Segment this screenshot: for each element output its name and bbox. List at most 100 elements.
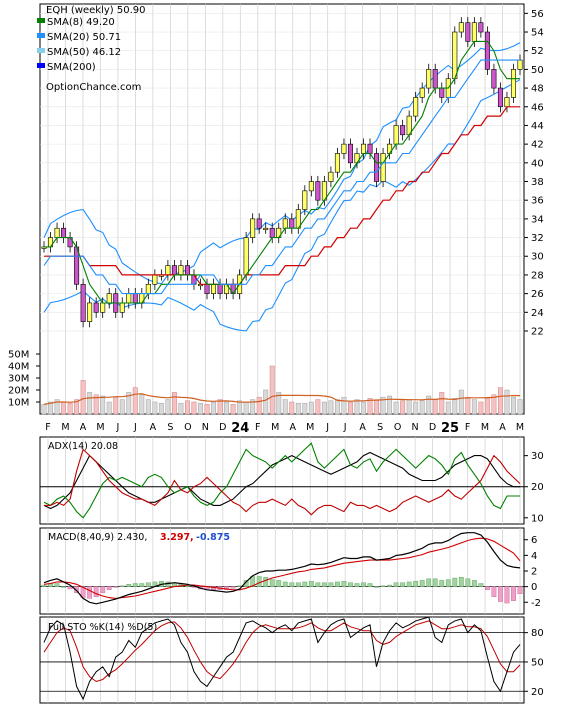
macd-histogram-bar xyxy=(269,579,275,587)
macd-histogram-bar xyxy=(119,585,125,587)
price-tick-label: 52 xyxy=(531,46,544,57)
volume-tick-label: 50M xyxy=(8,350,29,361)
volume-bar xyxy=(321,401,327,415)
macd-histogram-bar xyxy=(67,586,73,590)
macd-histogram-bar xyxy=(341,580,347,587)
candle-body xyxy=(132,293,138,304)
candle-body xyxy=(178,265,184,276)
volume-bar xyxy=(458,389,464,415)
x-axis-label: S xyxy=(167,422,173,433)
macd-tick-label: 0 xyxy=(531,582,537,593)
volume-bar xyxy=(374,399,379,415)
candle-body xyxy=(347,143,353,164)
x-axis-label: M xyxy=(306,422,314,433)
macd-histogram-bar xyxy=(387,584,392,587)
candle-body xyxy=(478,22,484,33)
x-axis-label: A xyxy=(359,422,366,433)
x-axis-label: S xyxy=(377,422,383,433)
macd-histogram-bar xyxy=(354,583,360,587)
adx-tick-label: 30 xyxy=(531,451,544,462)
adx-tick-label: 20 xyxy=(531,482,544,493)
volume-bar xyxy=(145,399,151,415)
candle-body xyxy=(374,153,380,182)
volume-tick-label: 10M xyxy=(8,398,29,409)
volume-bar xyxy=(191,401,197,415)
x-axis-label: J xyxy=(343,422,347,433)
volume-bar xyxy=(328,400,334,415)
macd-histogram-bar xyxy=(276,580,282,587)
macd-histogram-bar xyxy=(452,577,458,587)
candle-body xyxy=(432,69,438,89)
macd-histogram-bar xyxy=(308,580,314,587)
volume-bar xyxy=(276,392,282,415)
volume-bar xyxy=(106,401,112,415)
candle-body xyxy=(426,69,432,89)
candle-body xyxy=(361,143,367,154)
macd-histogram-bar xyxy=(315,582,321,587)
macd-histogram-bar xyxy=(321,582,327,587)
legend-swatch xyxy=(37,18,45,23)
candle-body xyxy=(54,227,60,238)
candle-body xyxy=(126,293,132,304)
legend-label: SMA(20) 50.71 xyxy=(47,32,121,43)
adx-series-di xyxy=(43,442,520,519)
candle-body xyxy=(367,143,373,154)
volume-bar xyxy=(387,395,393,415)
volume-bar xyxy=(413,401,419,415)
candle-body xyxy=(302,190,308,210)
candle-body xyxy=(165,265,171,276)
candle-body xyxy=(497,87,503,108)
volume-bar xyxy=(132,387,138,415)
candle-body xyxy=(204,283,210,294)
macd-histogram-bar xyxy=(302,581,308,587)
volume-bar xyxy=(80,380,86,415)
candle-body xyxy=(380,153,386,182)
sma50-line xyxy=(44,106,520,285)
macd-histogram-bar xyxy=(517,586,523,594)
price-tick-label: 42 xyxy=(531,140,544,151)
price-tick-label: 46 xyxy=(531,102,544,113)
volume-bar xyxy=(269,365,275,415)
candle-body xyxy=(315,181,321,201)
volume-bar xyxy=(250,399,256,415)
candle-body xyxy=(263,227,269,231)
x-axis-label: D xyxy=(429,422,436,433)
price-tick-label: 54 xyxy=(531,28,544,39)
macd-tick-label: -2 xyxy=(531,598,541,609)
macd-histogram-bar xyxy=(282,581,288,587)
x-axis-label: 24 xyxy=(231,421,249,436)
candle-body xyxy=(171,265,177,276)
candle-body xyxy=(217,283,223,294)
macd-histogram-bar xyxy=(432,578,438,587)
volume-bar xyxy=(406,399,412,415)
x-axis-label: F xyxy=(45,422,50,433)
x-axis: F M A M J J A S O N D 24 F M A M J J A S O N D 25 F M A M xyxy=(45,421,524,436)
macd-histogram-bar xyxy=(256,576,262,587)
macd-histogram-bar xyxy=(484,586,490,590)
macd-histogram-bar xyxy=(100,586,106,594)
macd-title-main: MACD(8,40,9) 2.430, xyxy=(48,532,147,543)
candle-body xyxy=(328,171,334,182)
macd-histogram-bar xyxy=(139,583,145,587)
price-tick-label: 40 xyxy=(531,158,544,169)
macd-histogram-bar xyxy=(348,582,353,587)
x-axis-label: J xyxy=(325,422,329,433)
macd-histogram-bar xyxy=(393,582,399,587)
macd-title-signal: 3.297, xyxy=(160,532,194,543)
candle-body xyxy=(400,125,406,136)
volume-bar xyxy=(367,398,373,415)
macd-title-hist: -0.875 xyxy=(196,532,230,543)
macd-histogram-bar xyxy=(106,586,112,590)
volume-bar xyxy=(217,399,223,415)
candle-body xyxy=(491,69,497,89)
volume-bar xyxy=(256,396,262,415)
volume-bar xyxy=(393,401,399,415)
macd-histogram-bar xyxy=(406,581,412,587)
volume-bar xyxy=(419,400,425,415)
x-axis-label: O xyxy=(394,422,401,433)
macd-line xyxy=(43,532,521,605)
x-axis-label: A xyxy=(150,422,157,433)
chart-legend: EQH (weekly) 50.90 SMA(8) 49.20 SMA(20) 5… xyxy=(37,5,145,93)
